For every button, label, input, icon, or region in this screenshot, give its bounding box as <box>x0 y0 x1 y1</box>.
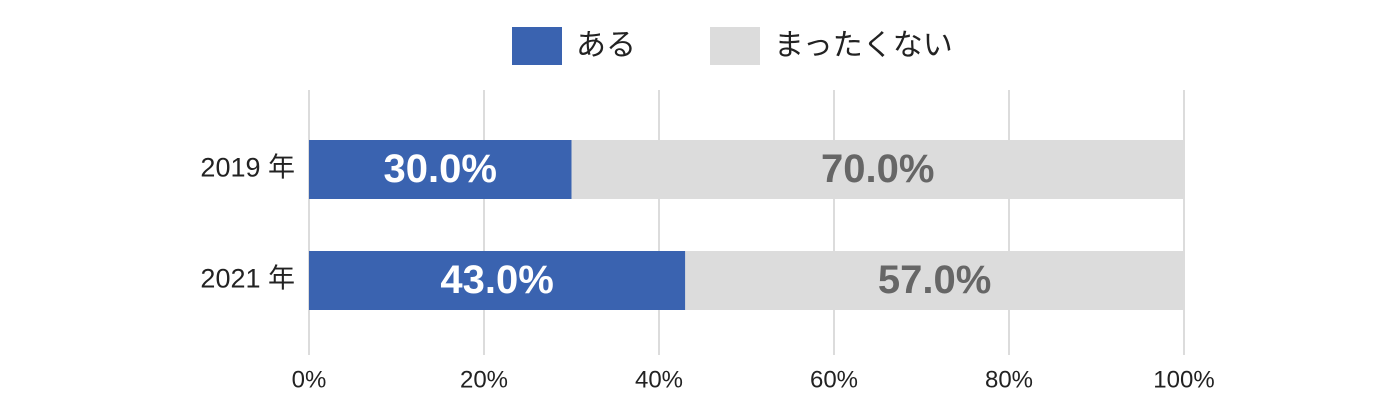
bar-segment <box>309 251 686 310</box>
bar-segment <box>685 251 1184 310</box>
x-tick-label: 60% <box>810 366 858 393</box>
value-label: 57.0% <box>878 258 991 302</box>
value-label: 43.0% <box>440 258 553 302</box>
y-tick-label: 2019 年 <box>200 153 295 183</box>
legend-swatch <box>512 27 562 65</box>
x-tick-label: 100% <box>1153 366 1214 393</box>
y-tick-label: 2021 年 <box>200 264 295 294</box>
x-tick-label: 20% <box>460 366 508 393</box>
x-tick-label: 80% <box>985 366 1033 393</box>
x-tick-label: 40% <box>635 366 683 393</box>
legend-label: まったくない <box>774 29 953 62</box>
bar-segment <box>309 140 572 199</box>
x-tick-label: 0% <box>292 366 327 393</box>
value-label: 30.0% <box>384 147 497 191</box>
value-label: 70.0% <box>821 147 934 191</box>
bar-segment <box>571 140 1184 199</box>
legend-label: ある <box>576 29 636 62</box>
legend-swatch <box>710 27 760 65</box>
